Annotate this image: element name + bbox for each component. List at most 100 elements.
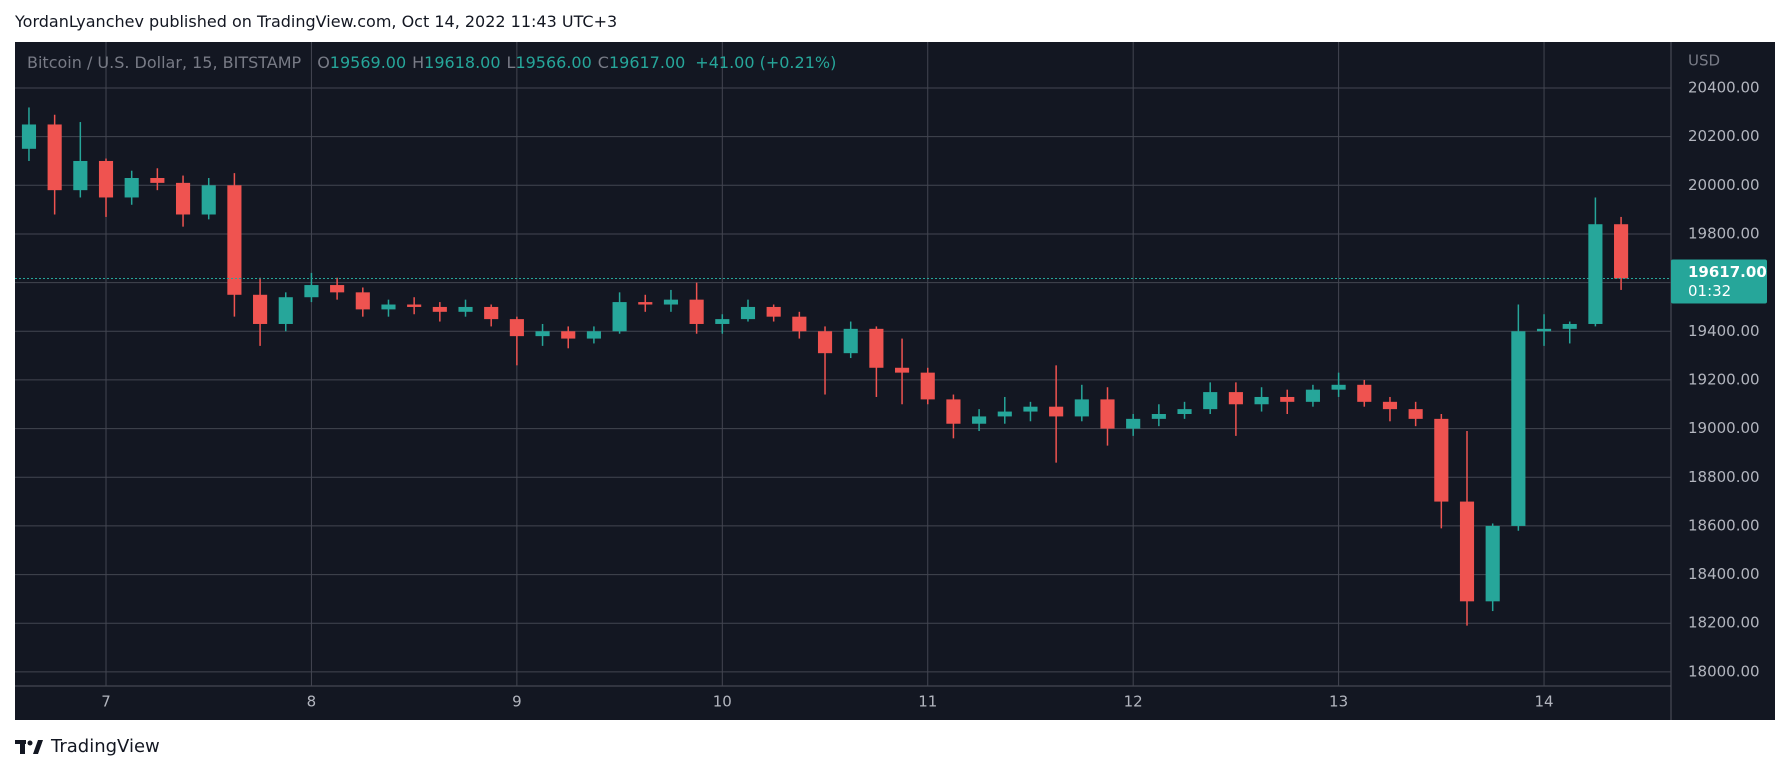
candle-body	[1228, 392, 1243, 405]
footer-brand: TradingView	[51, 736, 160, 757]
candle-body	[1331, 384, 1346, 390]
ohlc-value: 19617.00	[608, 53, 686, 72]
currency-label: USD	[1688, 52, 1720, 70]
candle-body	[586, 331, 601, 339]
candle-body	[1357, 384, 1372, 402]
y-tick-label: 19800.00	[1688, 224, 1760, 242]
candle-body	[766, 306, 781, 317]
candle-body	[98, 160, 114, 198]
candle-body	[740, 306, 756, 320]
candle-body	[175, 182, 191, 215]
symbol-header: Bitcoin / U.S. Dollar, 15, BITSTAMP O 195…	[27, 53, 836, 72]
candle-body	[638, 302, 653, 305]
y-tick-label: 19400.00	[1688, 322, 1760, 340]
candle-body	[1126, 418, 1141, 429]
candle-body	[1280, 396, 1295, 402]
candle-body	[612, 302, 627, 332]
candle-body	[201, 185, 216, 215]
price-change: +41.00 (+0.21%)	[695, 53, 837, 72]
logo	[15, 739, 43, 754]
x-tick-label: 14	[1534, 693, 1553, 711]
axis-labels: 18000.00 18200.00 18400.00 18600.00 18800.00…	[101, 78, 1767, 711]
last-price-label: 19617.00	[1688, 263, 1767, 281]
candle-body	[124, 178, 139, 198]
footer: TradingView	[15, 736, 160, 757]
y-tick-label: 20400.00	[1688, 78, 1760, 96]
candle-body	[484, 306, 499, 320]
candles	[15, 107, 1671, 626]
chart-background	[15, 42, 1775, 720]
candle-body	[1382, 401, 1398, 410]
candle-body	[535, 331, 550, 337]
candle-body	[407, 304, 422, 307]
candle-body	[1177, 409, 1192, 414]
candle-body	[1562, 323, 1577, 329]
candle-body	[278, 297, 293, 324]
candle-body	[920, 372, 935, 400]
candle-body	[1408, 409, 1423, 419]
candle-body	[1434, 418, 1449, 502]
candle-body	[689, 299, 704, 324]
candle-body	[1614, 224, 1629, 279]
candle-body	[1511, 331, 1526, 526]
candle-body	[150, 178, 165, 183]
candle-body	[817, 331, 833, 354]
candle-body	[1588, 224, 1603, 324]
published-note: YordanLyanchev published on TradingView.…	[15, 12, 618, 31]
candle-body	[1485, 525, 1500, 602]
y-tick-label: 20200.00	[1688, 127, 1760, 145]
x-tick-label: 7	[101, 693, 111, 711]
x-tick-label: 11	[918, 693, 937, 711]
candle-body	[227, 185, 242, 295]
countdown: 01:32	[1688, 282, 1731, 300]
candle-body	[1536, 328, 1552, 332]
candle-body	[1305, 389, 1320, 402]
last-price-box	[1671, 259, 1767, 304]
y-tick-label: 18600.00	[1688, 516, 1760, 534]
ohlc-value: 19566.00	[515, 53, 592, 72]
x-tick-label: 12	[1124, 693, 1143, 711]
candle-body	[253, 294, 268, 324]
candle-body	[1049, 406, 1064, 417]
ohlc-key: H	[412, 53, 425, 72]
grid	[15, 42, 1671, 686]
candle-body	[1023, 406, 1038, 412]
candle-body	[73, 160, 88, 191]
x-tick-label: 8	[307, 693, 317, 711]
candle-body	[509, 319, 524, 337]
candle-body	[997, 411, 1012, 417]
candle-body	[21, 124, 37, 149]
ohlc-value: 19618.00	[424, 53, 501, 72]
candle-body	[458, 306, 473, 312]
candle-body	[946, 399, 961, 424]
ohlc-key: O	[317, 53, 330, 72]
candle-body	[715, 319, 730, 324]
candle-body	[1100, 399, 1115, 429]
ohlc-key: L	[506, 53, 516, 72]
y-tick-label: 18400.00	[1688, 565, 1760, 583]
y-tick-label: 18200.00	[1688, 614, 1760, 632]
candle-body	[843, 328, 858, 354]
candle-body	[792, 316, 807, 332]
candle-body	[561, 331, 576, 339]
y-tick-label: 18000.00	[1688, 662, 1760, 680]
candle-body	[895, 367, 910, 373]
candle-body	[1151, 413, 1166, 419]
x-tick-label: 13	[1329, 693, 1348, 711]
y-tick-label: 20000.00	[1688, 176, 1760, 194]
candle-body	[663, 299, 679, 305]
symbol: Bitcoin / U.S. Dollar, 15, BITSTAMP	[27, 53, 302, 72]
y-tick-label: 18800.00	[1688, 468, 1760, 486]
candle-body	[869, 328, 884, 368]
ohlc-value: 19569.00	[329, 53, 407, 72]
candle-body	[355, 292, 370, 310]
candle-body	[330, 285, 345, 293]
candle-body	[1459, 501, 1475, 602]
candle-body	[1254, 396, 1269, 405]
x-tick-label: 10	[713, 693, 732, 711]
y-tick-label: 19200.00	[1688, 370, 1760, 388]
x-tick-label: 9	[512, 693, 522, 711]
ohlc-key: C	[597, 53, 609, 72]
candle-body	[304, 285, 319, 298]
